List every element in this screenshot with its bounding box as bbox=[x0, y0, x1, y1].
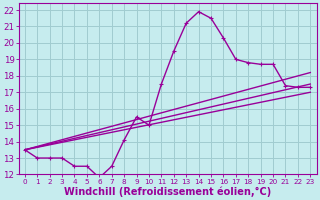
X-axis label: Windchill (Refroidissement éolien,°C): Windchill (Refroidissement éolien,°C) bbox=[64, 186, 271, 197]
